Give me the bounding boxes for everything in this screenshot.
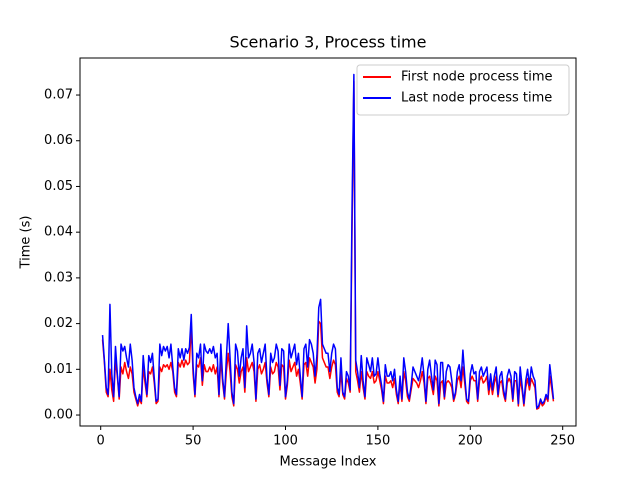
x-tick-label: 0: [97, 434, 105, 449]
legend-label: First node process time: [401, 70, 553, 85]
legend-box: [356, 64, 570, 116]
plot-frame: [79, 57, 577, 427]
x-tick-label: 200: [458, 434, 483, 449]
chart-title: Scenario 3, Process time: [230, 33, 427, 52]
y-tick-label: 0.07: [44, 88, 73, 103]
y-tick-label: 0.00: [44, 408, 73, 423]
y-tick-label: 0.03: [44, 270, 73, 285]
x-axis-label: Message Index: [280, 455, 377, 470]
y-tick-label: 0.05: [44, 179, 73, 194]
y-tick-label: 0.06: [44, 133, 73, 148]
x-tick-label: 150: [365, 434, 390, 449]
x-tick-label: 250: [550, 434, 575, 449]
x-tick-label: 100: [273, 434, 298, 449]
legend-label: Last node process time: [401, 91, 552, 106]
y-tick-label: 0.01: [44, 362, 73, 377]
y-tick-label: 0.02: [44, 316, 73, 331]
y-axis-label: Time (s): [19, 216, 34, 270]
x-tick-label: 50: [185, 434, 202, 449]
data-line: [101, 73, 555, 409]
y-tick-label: 0.04: [44, 225, 73, 240]
